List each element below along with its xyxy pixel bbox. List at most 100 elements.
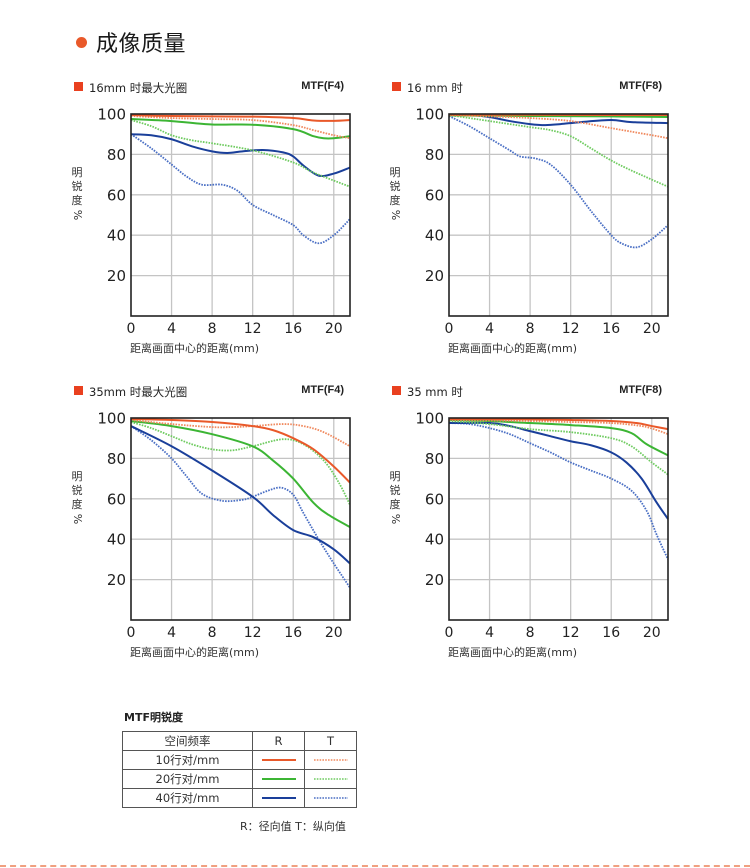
legend-swatch-r40: [252, 788, 305, 808]
series-line-r40: [448, 421, 669, 520]
grid: [449, 418, 668, 620]
orange-square-icon: [392, 386, 401, 395]
x-tick-label: 16: [602, 321, 620, 337]
series-line-r10: [130, 418, 351, 484]
x-tick-label: 4: [167, 625, 176, 641]
series-line-t20: [130, 119, 351, 188]
mtf-chart-35mm-f4: 35mm 时最大光圈 MTF(F4) 明锐度% 距离画面中心的距离(mm) 20 40 60…: [71, 384, 374, 674]
mtf-chart-16mm-f8: 16 mm 时 MTF(F8) 明锐度% 距离画面中心的距离(mm) 20 40 60 80 1…: [389, 80, 692, 370]
chart-subtitle: MTF(F8): [619, 384, 662, 396]
x-tick-label: 8: [208, 321, 217, 337]
chart-header: 35mm 时最大光圈 MTF(F4): [74, 384, 364, 400]
x-tick-label: 4: [485, 625, 494, 641]
series-line-t40: [448, 115, 669, 249]
chart-title: 16mm 时最大光圈: [89, 81, 188, 95]
y-tick-label: 100: [97, 106, 126, 124]
x-tick-label: 0: [127, 625, 136, 641]
y-tick-label: 20: [425, 571, 444, 589]
y-tick-label: 80: [425, 146, 444, 164]
x-tick-label: 16: [284, 321, 302, 337]
chart-header: 16 mm 时 MTF(F8): [392, 80, 682, 96]
y-tick-label: 20: [425, 267, 444, 285]
y-tick-label: 40: [425, 227, 444, 245]
x-tick-label: 16: [284, 625, 302, 641]
legend-swatch-r10: [252, 750, 305, 770]
chart-header: 16mm 时最大光圈 MTF(F4): [74, 80, 364, 96]
series-line-t20: [130, 421, 351, 506]
y-tick-label: 100: [415, 106, 444, 124]
series-line-r40: [130, 425, 351, 565]
x-tick-label: 12: [244, 625, 262, 641]
x-tick-label: 0: [445, 625, 454, 641]
chart-plot: 20 40 60 80 100 0 4 8 12 16 20: [97, 106, 351, 337]
section-title-text: 成像质量: [96, 32, 187, 57]
x-tick-label: 4: [485, 321, 494, 337]
legend-row: 40行对/mm: [122, 788, 357, 808]
legend-header-frequency: 空间频率: [122, 731, 253, 751]
series-line-r20: [448, 419, 669, 457]
chart-plot: 20 40 60 80 100 0 4 8 12 16 20: [415, 106, 669, 337]
legend-header-t: T: [304, 731, 357, 751]
x-tick-label: 20: [325, 321, 343, 337]
series-line-t10: [448, 419, 669, 436]
series-group: [130, 114, 351, 245]
x-tick-label: 12: [562, 321, 580, 337]
series-line-t20: [448, 420, 669, 476]
bullet-dot-icon: [76, 36, 87, 48]
y-axis-label: 明锐度%: [71, 470, 84, 525]
y-tick-label: 60: [107, 490, 126, 508]
orange-square-icon: [392, 82, 401, 91]
plot-frame: [130, 113, 351, 317]
grid: [449, 114, 668, 316]
legend-swatch-t40: [304, 788, 357, 808]
chart-title: 35mm 时最大光圈: [89, 385, 188, 399]
series-line-t40: [130, 133, 351, 245]
series-line-r20: [130, 118, 351, 140]
y-axis-label: 明锐度%: [389, 166, 402, 221]
series-line-r10: [448, 418, 669, 431]
chart-plot: 20 40 60 80 100 0 4 8 12 16 20: [97, 410, 351, 641]
mtf-chart-35mm-f8: 35 mm 时 MTF(F8) 明锐度% 距离画面中心的距离(mm) 20 40 60 80 1…: [389, 384, 692, 674]
x-tick-label: 8: [526, 625, 535, 641]
series-line-t10: [448, 114, 669, 140]
y-tick-label: 80: [107, 450, 126, 468]
y-tick-label: 60: [425, 186, 444, 204]
x-tick-label: 20: [643, 625, 661, 641]
y-tick-label: 80: [107, 146, 126, 164]
chart-plot: 20 40 60 80 100 0 4 8 12 16 20: [415, 410, 669, 641]
x-axis-label: 距离画面中心的距离(mm): [448, 342, 578, 355]
x-tick-label: 12: [244, 321, 262, 337]
legend-swatch-r20: [252, 769, 305, 789]
x-tick-label: 8: [526, 321, 535, 337]
chart-subtitle: MTF(F4): [301, 80, 344, 92]
legend-header-r: R: [252, 731, 305, 751]
x-axis-label: 距离画面中心的距离(mm): [130, 646, 260, 659]
x-tick-label: 8: [208, 625, 217, 641]
series-line-r40: [130, 133, 351, 178]
x-tick-label: 20: [325, 625, 343, 641]
plot-frame: [130, 417, 351, 621]
series-group: [130, 418, 351, 589]
series-group: [448, 113, 669, 249]
chart-header: 35 mm 时 MTF(F8): [392, 384, 682, 400]
x-tick-label: 20: [643, 321, 661, 337]
grid: [131, 114, 350, 316]
legend-header-row: 空间频率 R T: [122, 731, 357, 751]
legend-swatch-t10: [304, 750, 357, 770]
legend-frequency-label: 40行对/mm: [122, 788, 253, 808]
x-axis-label: 距离画面中心的距离(mm): [448, 646, 578, 659]
y-tick-label: 80: [425, 450, 444, 468]
series-line-t20: [448, 114, 669, 188]
section-title: 成像质量: [76, 26, 186, 58]
plot-frame: [448, 417, 669, 621]
x-axis-label: 距离画面中心的距离(mm): [130, 342, 260, 355]
y-tick-label: 100: [415, 410, 444, 428]
x-tick-label: 16: [602, 625, 620, 641]
chart-title: 16 mm 时: [407, 81, 463, 95]
series-line-t10: [130, 419, 351, 448]
y-tick-label: 40: [107, 227, 126, 245]
y-tick-label: 40: [425, 531, 444, 549]
orange-square-icon: [74, 82, 83, 91]
chart-title: 35 mm 时: [407, 385, 463, 399]
x-tick-label: 12: [562, 625, 580, 641]
